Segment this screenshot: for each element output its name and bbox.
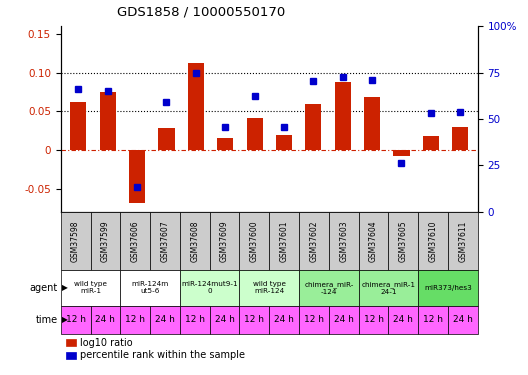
Bar	[423, 136, 439, 150]
Text: 24 h: 24 h	[334, 315, 354, 324]
Text: 12 h: 12 h	[185, 315, 205, 324]
Bar	[364, 98, 380, 150]
Text: 24 h: 24 h	[215, 315, 234, 324]
Text: 24 h: 24 h	[393, 315, 413, 324]
Text: 24 h: 24 h	[96, 315, 115, 324]
Text: 24 h: 24 h	[155, 315, 175, 324]
Text: 12 h: 12 h	[125, 315, 145, 324]
Text: GSM37603: GSM37603	[340, 220, 348, 262]
Text: 12 h: 12 h	[244, 315, 265, 324]
Bar	[335, 82, 351, 150]
Text: GSM37610: GSM37610	[429, 220, 438, 262]
Bar	[217, 138, 233, 150]
Text: GSM37605: GSM37605	[399, 220, 408, 262]
Bar	[393, 150, 410, 156]
Text: GSM37602: GSM37602	[309, 220, 318, 262]
Bar	[305, 104, 322, 150]
Text: GSM37604: GSM37604	[369, 220, 378, 262]
Text: GSM37609: GSM37609	[220, 220, 229, 262]
Bar	[247, 117, 262, 150]
Text: wild type
miR-1: wild type miR-1	[74, 281, 107, 294]
Text: log10 ratio: log10 ratio	[80, 338, 133, 348]
Bar	[452, 127, 468, 150]
Text: agent: agent	[30, 283, 58, 293]
Bar	[100, 92, 116, 150]
Text: wild type
miR-124: wild type miR-124	[253, 281, 286, 294]
Text: GSM37607: GSM37607	[161, 220, 169, 262]
Text: percentile rank within the sample: percentile rank within the sample	[80, 350, 245, 360]
Text: time: time	[36, 315, 58, 325]
Text: 24 h: 24 h	[453, 315, 473, 324]
Text: miR-124mut9-1
0: miR-124mut9-1 0	[182, 281, 238, 294]
Bar	[276, 135, 292, 150]
Text: GSM37606: GSM37606	[131, 220, 140, 262]
Text: 12 h: 12 h	[304, 315, 324, 324]
Text: GSM37608: GSM37608	[190, 220, 199, 262]
Bar	[129, 150, 145, 202]
Bar	[188, 63, 204, 150]
Text: GSM37599: GSM37599	[101, 220, 110, 262]
Text: GSM37601: GSM37601	[280, 220, 289, 262]
Text: chimera_miR-
-124: chimera_miR- -124	[304, 281, 354, 295]
Bar	[70, 102, 87, 150]
Text: 12 h: 12 h	[423, 315, 443, 324]
Text: miR373/hes3: miR373/hes3	[424, 285, 472, 291]
Text: 12 h: 12 h	[364, 315, 383, 324]
Text: GSM37598: GSM37598	[71, 220, 80, 262]
Text: 24 h: 24 h	[274, 315, 294, 324]
Text: miR-124m
ut5-6: miR-124m ut5-6	[131, 281, 169, 294]
Text: GDS1858 / 10000550170: GDS1858 / 10000550170	[117, 6, 285, 19]
Text: ▶: ▶	[62, 315, 68, 324]
Text: 12 h: 12 h	[65, 315, 86, 324]
Bar	[158, 128, 175, 150]
Text: GSM37611: GSM37611	[458, 220, 467, 262]
Text: ▶: ▶	[62, 284, 68, 292]
Text: chimera_miR-1
24-1: chimera_miR-1 24-1	[362, 281, 416, 295]
Text: GSM37600: GSM37600	[250, 220, 259, 262]
